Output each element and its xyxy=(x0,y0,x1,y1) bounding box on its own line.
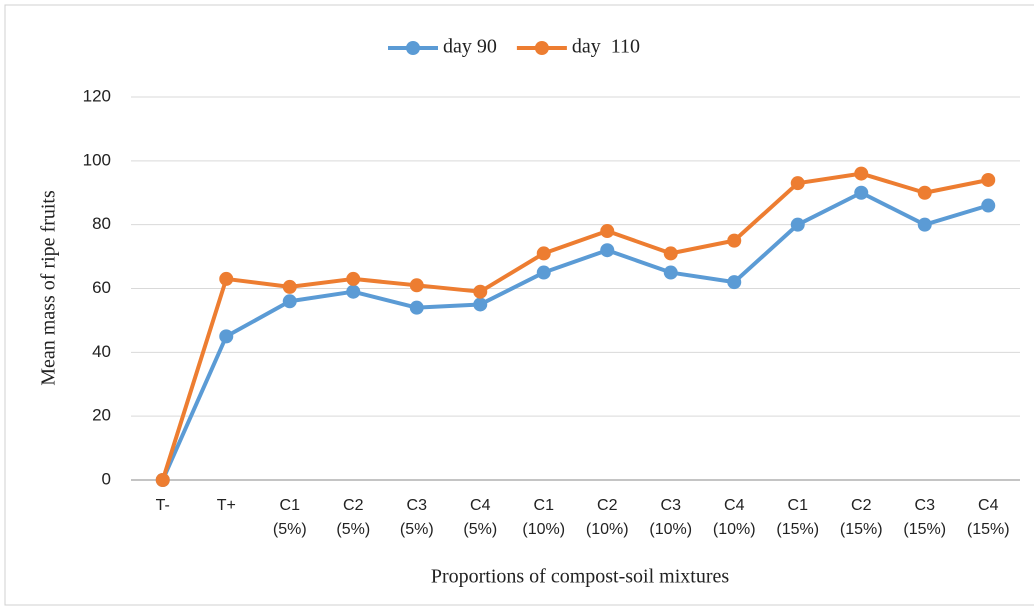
data-point xyxy=(663,265,678,280)
data-point xyxy=(219,271,234,286)
x-tick-label: C1 (15%) xyxy=(776,497,820,538)
data-point xyxy=(536,246,551,261)
data-point xyxy=(409,278,424,293)
x-tick-label: C1 (5%) xyxy=(272,497,307,538)
legend-label: day 90 xyxy=(443,36,497,58)
x-tick-label: C2 (5%) xyxy=(336,497,371,538)
data-point xyxy=(346,284,361,299)
data-point xyxy=(409,300,424,315)
data-point xyxy=(600,243,615,258)
data-point xyxy=(854,185,869,200)
y-tick-label: 80 xyxy=(92,214,111,233)
legend-item: day 90 xyxy=(388,36,497,58)
x-tick-label: T- xyxy=(155,497,170,514)
x-tick-label: C3 (10%) xyxy=(649,497,693,538)
data-point xyxy=(536,265,551,280)
chart-frame xyxy=(4,4,1034,606)
x-tick-label: C3 (5%) xyxy=(399,497,434,538)
x-tick-label: C1 (10%) xyxy=(522,497,566,538)
data-point xyxy=(473,297,488,312)
x-tick-label: C4 (10%) xyxy=(712,497,756,538)
y-tick-label: 120 xyxy=(83,86,111,105)
data-point xyxy=(790,176,805,191)
x-tick-label: C4 (15%) xyxy=(966,497,1010,538)
data-point xyxy=(854,166,869,181)
y-tick-label: 100 xyxy=(83,150,111,169)
data-point xyxy=(917,185,932,200)
legend-marker xyxy=(406,41,420,55)
data-point xyxy=(282,279,297,294)
data-point xyxy=(282,294,297,309)
x-tick-label: C2 (10%) xyxy=(585,497,629,538)
x-axis-title: Proportions of compost-soil mixtures xyxy=(431,566,730,588)
data-point xyxy=(600,224,615,239)
y-tick-label: 0 xyxy=(102,469,111,488)
data-point xyxy=(981,172,996,187)
data-point xyxy=(727,275,742,290)
data-point xyxy=(663,246,678,261)
data-point xyxy=(155,473,170,487)
x-tick-label: C4 (5%) xyxy=(463,497,498,538)
data-point xyxy=(727,233,742,248)
series-line xyxy=(160,190,989,481)
data-point xyxy=(346,271,361,286)
series-line xyxy=(160,171,989,481)
data-point xyxy=(790,217,805,232)
x-tick-label: C3 (15%) xyxy=(903,497,947,538)
legend-marker xyxy=(534,41,549,55)
y-tick-label: 20 xyxy=(92,406,111,425)
x-tick-label: C2 (15%) xyxy=(839,497,883,538)
data-point xyxy=(473,284,488,299)
y-tick-label: 60 xyxy=(92,278,111,297)
data-point xyxy=(981,198,996,213)
legend-label: day 110 xyxy=(572,36,640,58)
x-tick-label: T+ xyxy=(216,497,236,514)
legend-item: day 110 xyxy=(516,36,640,58)
data-point xyxy=(219,329,234,344)
y-axis-title: Mean mass of ripe fruits xyxy=(38,190,60,386)
y-tick-label: 40 xyxy=(92,342,111,361)
data-point xyxy=(917,217,932,232)
